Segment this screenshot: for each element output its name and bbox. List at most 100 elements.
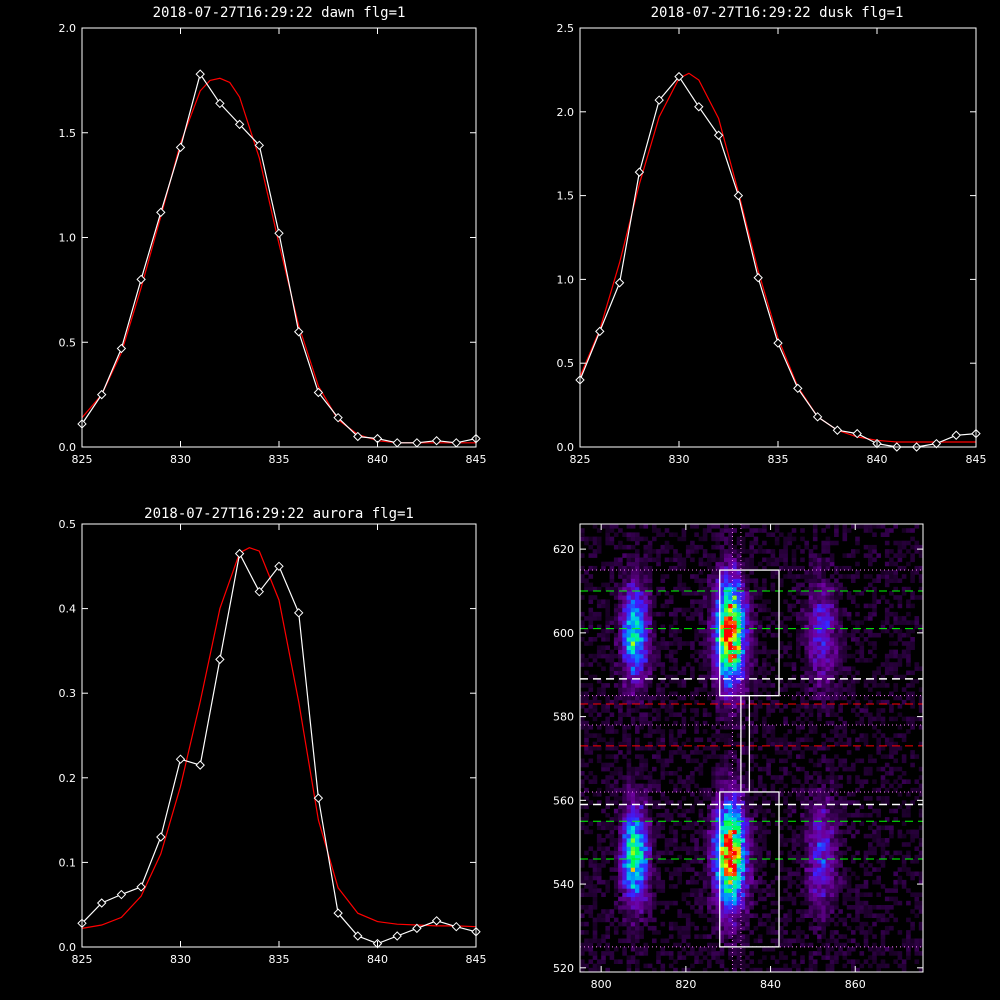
heatmap-cell [804,708,809,713]
heatmap-cell [817,620,822,625]
heatmap-cell [707,754,712,759]
heatmap-cell [673,628,678,634]
heatmap-cell [749,913,754,918]
heatmap-cell [889,745,894,751]
heatmap-cell [580,611,585,617]
heatmap-cell [783,867,788,872]
heatmap-cell [580,821,585,826]
heatmap-cell [707,796,712,801]
heatmap-cell [834,817,839,822]
heatmap-cell [588,582,594,588]
heatmap-cell [804,800,809,805]
heatmap-cell [707,578,712,583]
heatmap-cell [868,628,873,634]
heatmap-cell [698,946,704,952]
heatmap-cell [834,540,839,546]
heatmap-cell [618,741,623,747]
heatmap-cell [724,766,729,772]
heatmap-cell [639,913,644,918]
heatmap-cell [724,695,729,701]
heatmap-cell [711,913,716,918]
heatmap-cell [868,905,873,910]
heatmap-cell [783,544,788,550]
heatmap-cell [825,800,831,805]
heatmap-cell [613,637,619,642]
heatmap-cell [800,766,805,772]
heatmap-cell [724,967,729,973]
heatmap-cell [605,729,610,734]
heatmap-cell [639,649,644,655]
heatmap-cell [580,871,585,877]
heatmap-cell [762,766,767,772]
heatmap-cell [601,859,606,864]
heatmap-cell [698,628,704,634]
heatmap-cell [749,838,754,843]
heatmap-cell [821,591,826,596]
heatmap-cell [647,582,653,588]
heatmap-cell [762,683,767,688]
heatmap-cell [732,565,737,571]
heatmap-cell [808,641,814,646]
heatmap-cell [618,909,623,914]
heatmap-cell [601,821,606,826]
heatmap-cell [825,582,831,588]
heatmap-cell [749,825,754,831]
heatmap-cell [639,607,644,613]
heatmap-cell [711,649,716,655]
heatmap-cell [893,917,898,923]
heatmap-cell [846,683,852,688]
heatmap-cell [664,800,670,805]
heatmap-cell [724,574,729,579]
heatmap-cell [821,850,826,856]
heatmap-cell [707,808,712,814]
heatmap-cell [702,662,708,667]
heatmap-cell [800,549,805,554]
heatmap-cell [838,607,843,613]
heatmap-cell [749,565,754,571]
heatmap-cell [622,796,627,801]
heatmap-cell [609,699,615,705]
heatmap-cell [732,678,737,684]
heatmap-cell [677,879,682,885]
heatmap-cell [626,595,632,600]
heatmap-cell [664,867,670,872]
heatmap-cell [863,628,869,634]
heatmap-cell [588,800,594,805]
heatmap-cell [825,599,831,604]
heatmap-cell [817,553,822,558]
heatmap-cell [766,766,771,772]
heatmap-cell [745,704,750,709]
heatmap-cell [884,528,890,533]
heatmap-cell [808,863,814,868]
heatmap-cell [846,905,852,910]
heatmap-cell [889,766,894,772]
heatmap-cell [732,917,737,923]
heatmap-cell [643,704,649,709]
heatmap-cell [643,553,649,558]
heatmap-cell [630,833,636,839]
heatmap-cell [652,804,657,810]
heatmap-cell [808,925,814,931]
heatmap-cell [812,729,818,734]
heatmap-cell [842,641,848,646]
heatmap-cell [613,641,619,646]
heatmap-cell [660,704,666,709]
heatmap-cell [825,561,831,567]
heatmap-cell [715,942,721,948]
heatmap-cell [838,796,843,801]
heatmap-cell [656,649,661,655]
heatmap-cell [728,842,733,847]
heatmap-cell [770,725,776,730]
heatmap-cell [707,616,712,621]
heatmap-cell [668,737,674,743]
heatmap-cell [635,875,640,881]
heatmap-cell [812,796,818,801]
heatmap-cell [613,524,619,529]
heatmap-cell [745,599,750,604]
heatmap-cell [838,704,843,709]
heatmap-cell [812,779,818,784]
heatmap-cell [724,817,729,822]
heatmap-cell [685,544,691,550]
heatmap-cell [652,695,657,701]
heatmap-cell [779,582,784,588]
